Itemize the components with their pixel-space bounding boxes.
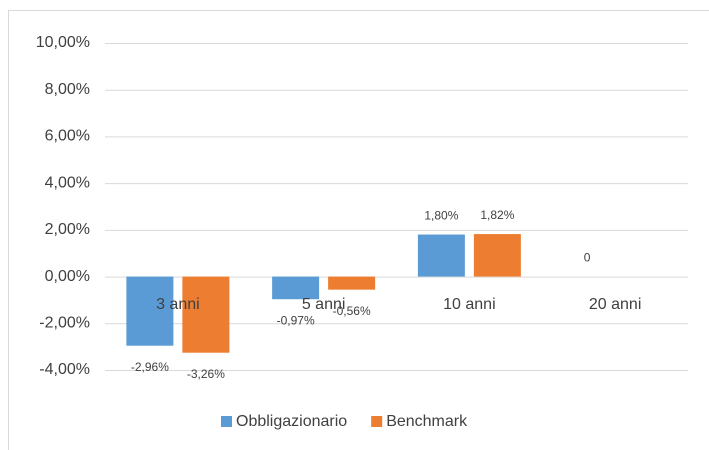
x-tick-label: 10 anni: [443, 296, 496, 313]
bar: [328, 276, 376, 290]
y-tick-label: -4,00%: [39, 361, 90, 378]
y-tick-label: 6,00%: [45, 128, 90, 145]
y-tick-label: -2,00%: [39, 315, 90, 332]
data-label: -3,26%: [187, 367, 225, 381]
bar: [417, 234, 465, 277]
x-tick-label: 5 anni: [302, 296, 346, 313]
y-tick-label: 10,00%: [36, 34, 90, 51]
data-label: 1,80%: [424, 209, 458, 223]
x-tick-label: 20 anni: [589, 296, 642, 313]
bar: [272, 276, 320, 300]
x-tick-label: 3 anni: [156, 296, 200, 313]
y-tick-label: 4,00%: [45, 174, 90, 191]
legend-label: Benchmark: [386, 413, 468, 430]
bar: [182, 276, 230, 353]
y-tick-label: 8,00%: [45, 81, 90, 98]
bar: [126, 276, 174, 346]
data-label: -0,97%: [277, 313, 315, 327]
legend-label: Obbligazionario: [236, 413, 347, 430]
data-label: 0: [584, 251, 591, 265]
data-label: -2,96%: [131, 360, 169, 374]
y-tick-label: 0,00%: [45, 268, 90, 285]
chart-frame: [8, 10, 709, 450]
bar: [473, 234, 521, 277]
y-tick-label: 2,00%: [45, 221, 90, 238]
legend-swatch: [371, 416, 383, 427]
data-label: 1,82%: [480, 208, 514, 222]
data-label: -0,56%: [333, 304, 371, 318]
legend-swatch: [221, 416, 232, 427]
